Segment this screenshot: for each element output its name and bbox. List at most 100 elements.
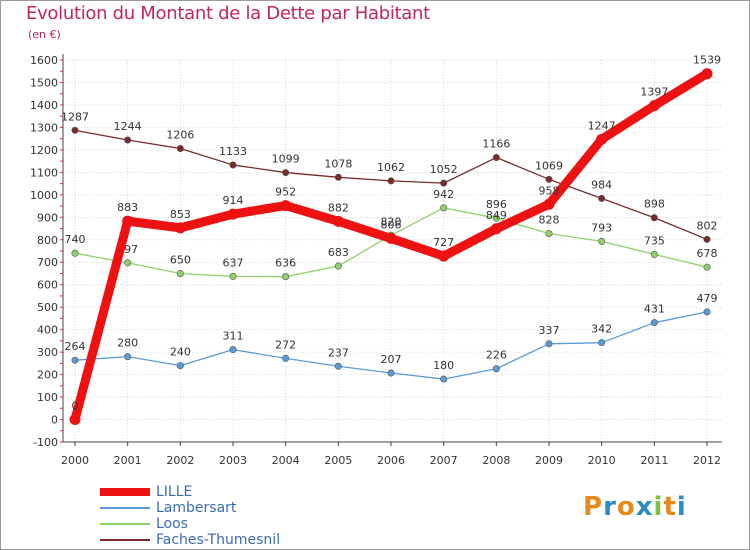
data-label: 1287: [61, 110, 89, 123]
data-label: 849: [486, 209, 507, 222]
data-point: [490, 223, 502, 235]
x-tick-label: 2001: [114, 454, 142, 467]
logo-letter: i: [653, 492, 664, 522]
data-point: [545, 229, 553, 237]
data-label: 683: [328, 246, 349, 259]
data-point: [124, 136, 132, 144]
legend-item: LILLE: [100, 484, 300, 500]
data-point: [545, 340, 553, 348]
legend-item: Loos: [100, 516, 300, 532]
data-label: 1206: [166, 129, 194, 142]
data-point: [650, 250, 658, 258]
data-point: [174, 222, 186, 234]
legend-label: Faches-Thumesnil: [156, 532, 281, 548]
data-label: 650: [170, 253, 191, 266]
data-point: [648, 100, 660, 112]
data-point: [227, 208, 239, 220]
y-tick-label: 1100: [30, 166, 58, 179]
data-point: [598, 339, 606, 347]
x-tick-label: 2011: [640, 454, 668, 467]
data-point: [492, 154, 500, 162]
data-label: 740: [65, 233, 86, 246]
data-label: 1244: [114, 120, 142, 133]
x-tick-label: 2005: [324, 454, 352, 467]
data-label: 793: [591, 221, 612, 234]
legend-swatch: [100, 539, 150, 541]
y-tick-label: 800: [37, 234, 58, 247]
legend-item: Faches-Thumesnil: [100, 532, 300, 548]
data-label: 1078: [324, 157, 352, 170]
data-label: 678: [697, 247, 718, 260]
data-label: 984: [591, 178, 612, 191]
x-tick-label: 2003: [219, 454, 247, 467]
data-point: [703, 235, 711, 243]
x-tick-label: 2007: [430, 454, 458, 467]
x-tick-label: 2004: [272, 454, 300, 467]
legend-swatch: [100, 507, 150, 509]
x-tick-label: 2006: [377, 454, 405, 467]
y-tick-label: 1000: [30, 189, 58, 202]
data-label: 0: [72, 400, 79, 413]
data-point: [282, 273, 290, 281]
chart-title: Evolution du Montant de la Dette par Hab…: [26, 3, 430, 24]
proxiti-logo: Proxiti: [583, 492, 687, 522]
legend-swatch: [100, 488, 150, 496]
data-label: 958: [539, 184, 560, 197]
data-point: [385, 232, 397, 244]
data-point: [650, 319, 658, 327]
data-point: [598, 194, 606, 202]
x-tick-label: 2012: [693, 454, 721, 467]
logo-letter: i: [676, 492, 687, 522]
data-point: [334, 173, 342, 181]
data-point: [280, 200, 292, 212]
data-label: 802: [697, 219, 718, 232]
data-point: [438, 250, 450, 262]
data-label: 952: [275, 186, 296, 199]
data-label: 272: [275, 338, 296, 351]
logo-letter: P: [583, 492, 604, 522]
data-label: 226: [486, 349, 507, 362]
y-tick-label: 1400: [30, 99, 58, 112]
data-point: [71, 249, 79, 257]
x-tick-label: 2002: [166, 454, 194, 467]
data-label: 431: [644, 303, 665, 316]
data-point: [440, 375, 448, 383]
data-point: [543, 198, 555, 210]
data-label: 735: [644, 234, 665, 247]
data-label: 828: [539, 213, 560, 226]
data-point: [124, 259, 132, 267]
data-point: [229, 346, 237, 354]
data-point: [176, 362, 184, 370]
data-label: 1062: [377, 161, 405, 174]
data-point: [387, 177, 395, 185]
data-point: [545, 175, 553, 183]
x-tick-label: 2000: [61, 454, 89, 467]
y-tick-label: 0: [51, 414, 58, 427]
data-point: [387, 369, 395, 377]
data-label: 1166: [482, 138, 510, 151]
y-tick-label: 1300: [30, 121, 58, 134]
data-label: 727: [433, 236, 454, 249]
logo-letter: r: [603, 492, 617, 522]
data-label: 207: [381, 353, 402, 366]
legend-label: LILLE: [156, 484, 193, 500]
data-label: 479: [697, 292, 718, 305]
data-point: [69, 414, 81, 426]
data-label: 898: [644, 198, 665, 211]
data-point: [701, 68, 713, 80]
y-tick-label: 1200: [30, 144, 58, 157]
legend-label: Lambersart: [156, 500, 237, 516]
y-tick-label: 600: [37, 279, 58, 292]
data-point: [492, 214, 500, 222]
data-point: [71, 126, 79, 134]
y-tick-label: 200: [37, 369, 58, 382]
y-tick-label: 500: [37, 301, 58, 314]
y-tick-label: 100: [37, 391, 58, 404]
chart-subtitle: (en €): [28, 28, 61, 41]
x-tick-label: 2010: [588, 454, 616, 467]
data-label: 637: [223, 256, 244, 269]
data-point: [596, 133, 608, 145]
data-label: 280: [117, 337, 138, 350]
